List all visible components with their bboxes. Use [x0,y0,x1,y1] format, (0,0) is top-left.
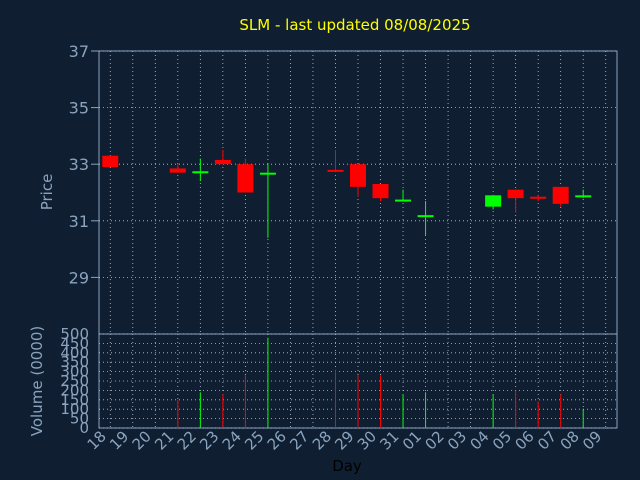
volume-tick-label: 200 [60,381,89,399]
price-tick-label: 37 [69,42,89,61]
price-tick-label: 29 [69,268,89,287]
x-axis: 1819202122232425262728293031010203040506… [84,427,606,453]
candle [237,158,254,193]
candle-body [102,155,119,168]
candle [507,189,524,213]
candle [417,200,434,235]
candle [552,186,569,207]
candle-body [350,164,366,187]
chart-title: SLM - last updated 08/08/2025 [239,16,470,34]
candle [327,150,344,172]
candle [169,164,186,173]
price-tick-label: 33 [69,155,89,174]
volume-tick-label: 50 [70,410,89,428]
candle [259,164,276,238]
volume-tick-label: 450 [60,334,89,352]
volume-tick-label: 0 [79,419,89,437]
volume-tick-label: 250 [60,372,89,390]
volume-tick-label: 400 [60,344,89,362]
candle-body [327,169,344,172]
candle-body [575,195,592,198]
candle-body [552,186,569,204]
candle [214,150,231,165]
price-panel: 37 35 33 31 29 [69,42,618,335]
candle [575,189,592,199]
candle [102,155,119,168]
x-tick-label: 09 [579,427,605,453]
candle-body [214,159,231,165]
candle-body [530,196,547,199]
volume-axis-label: Volume (0000) [28,326,46,436]
candle [530,195,547,201]
candle-body [485,195,502,207]
candle-body [237,164,254,193]
volume-tick-label: 350 [60,353,89,371]
candle-body [192,171,209,174]
candle [372,184,389,201]
candle [485,195,502,210]
price-axis-label: Price [38,174,56,211]
candle-body [169,168,186,173]
candle [192,158,209,182]
volume-tick-label: 150 [60,391,89,409]
volume-tick-label: 100 [60,400,89,418]
candle-body [372,184,389,199]
x-axis-label: Day [332,457,362,475]
candle-body [417,215,434,218]
candle-body [395,199,412,202]
candle [395,189,412,202]
price-tick-label: 35 [69,99,89,118]
price-tick-label: 31 [69,212,89,231]
volume-tick-label: 500 [60,325,89,343]
volume-tick-label: 300 [60,363,89,381]
candle [350,164,366,197]
candle-body [507,189,524,199]
candle-body [259,172,276,175]
